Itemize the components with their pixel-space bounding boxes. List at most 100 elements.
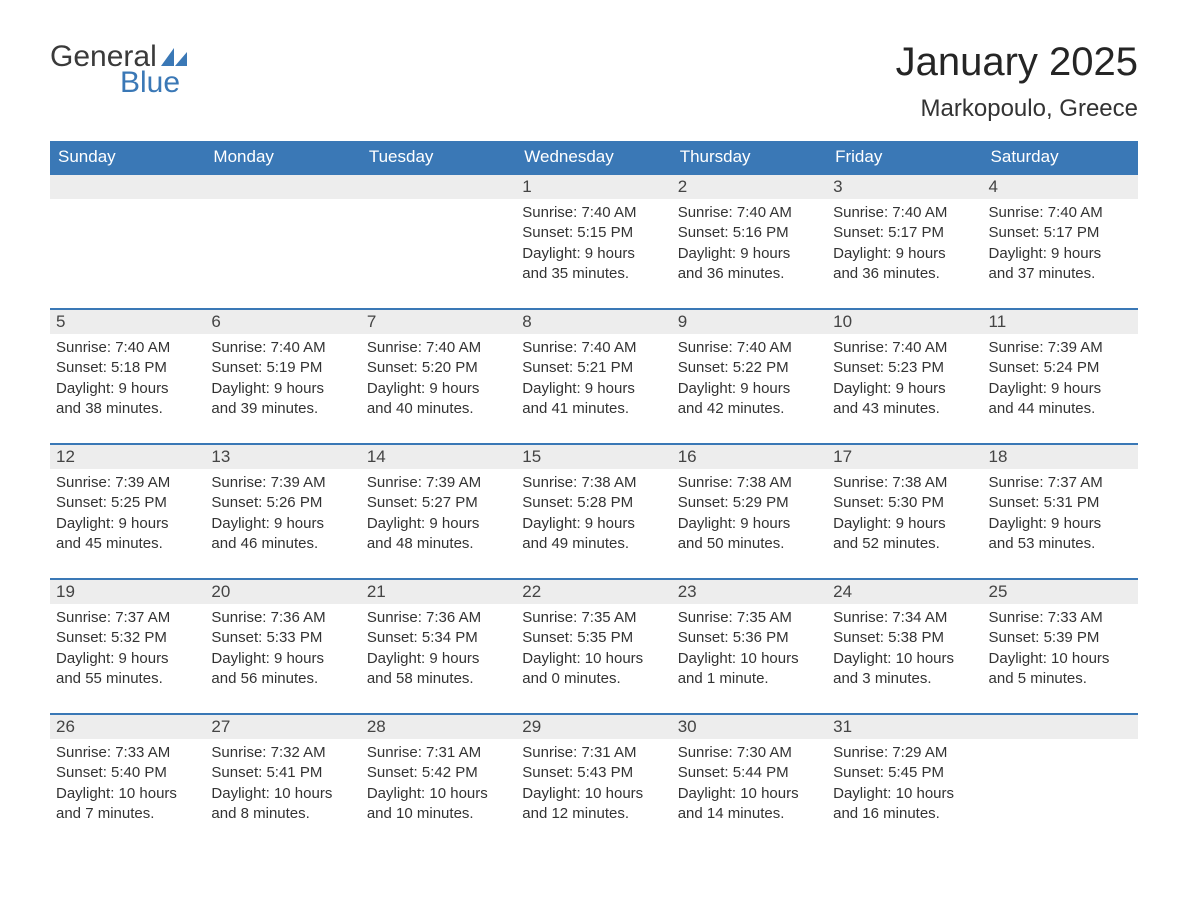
day-details: Sunrise: 7:35 AMSunset: 5:35 PMDaylight:…: [516, 604, 671, 695]
sunrise-text: Sunrise: 7:37 AM: [56, 608, 199, 628]
sunrise-text: Sunrise: 7:34 AM: [833, 608, 976, 628]
daylight-text: Daylight: 10 hours: [367, 784, 510, 804]
calendar-week-row: 26Sunrise: 7:33 AMSunset: 5:40 PMDayligh…: [50, 714, 1138, 849]
month-title: January 2025: [896, 40, 1138, 85]
day-number: 11: [983, 310, 1138, 334]
calendar-day-cell: 28Sunrise: 7:31 AMSunset: 5:42 PMDayligh…: [361, 714, 516, 849]
calendar-day-cell: 26Sunrise: 7:33 AMSunset: 5:40 PMDayligh…: [50, 714, 205, 849]
daylight-text: and 16 minutes.: [833, 804, 976, 824]
daylight-text: Daylight: 10 hours: [678, 784, 821, 804]
day-details: Sunrise: 7:30 AMSunset: 5:44 PMDaylight:…: [672, 739, 827, 830]
sunrise-text: Sunrise: 7:33 AM: [56, 743, 199, 763]
calendar-day-cell: 27Sunrise: 7:32 AMSunset: 5:41 PMDayligh…: [205, 714, 360, 849]
day-number: 10: [827, 310, 982, 334]
sunset-text: Sunset: 5:18 PM: [56, 358, 199, 378]
calendar-day-cell: 1Sunrise: 7:40 AMSunset: 5:15 PMDaylight…: [516, 174, 671, 309]
daylight-text: and 39 minutes.: [211, 399, 354, 419]
calendar-day-cell: 20Sunrise: 7:36 AMSunset: 5:33 PMDayligh…: [205, 579, 360, 714]
day-details: Sunrise: 7:36 AMSunset: 5:33 PMDaylight:…: [205, 604, 360, 695]
daylight-text: Daylight: 9 hours: [522, 379, 665, 399]
day-details: Sunrise: 7:40 AMSunset: 5:17 PMDaylight:…: [827, 199, 982, 290]
daylight-text: and 35 minutes.: [522, 264, 665, 284]
day-number: 6: [205, 310, 360, 334]
daylight-text: and 41 minutes.: [522, 399, 665, 419]
sunrise-text: Sunrise: 7:40 AM: [678, 338, 821, 358]
sunset-text: Sunset: 5:34 PM: [367, 628, 510, 648]
daylight-text: Daylight: 10 hours: [678, 649, 821, 669]
calendar-day-cell: [983, 714, 1138, 849]
sunset-text: Sunset: 5:17 PM: [833, 223, 976, 243]
day-number: 23: [672, 580, 827, 604]
sunset-text: Sunset: 5:23 PM: [833, 358, 976, 378]
sunrise-text: Sunrise: 7:33 AM: [989, 608, 1132, 628]
daylight-text: and 14 minutes.: [678, 804, 821, 824]
sunset-text: Sunset: 5:29 PM: [678, 493, 821, 513]
day-details: Sunrise: 7:36 AMSunset: 5:34 PMDaylight:…: [361, 604, 516, 695]
day-number: 15: [516, 445, 671, 469]
day-details: Sunrise: 7:38 AMSunset: 5:28 PMDaylight:…: [516, 469, 671, 560]
day-details: Sunrise: 7:40 AMSunset: 5:16 PMDaylight:…: [672, 199, 827, 290]
calendar-day-cell: 19Sunrise: 7:37 AMSunset: 5:32 PMDayligh…: [50, 579, 205, 714]
sunrise-text: Sunrise: 7:32 AM: [211, 743, 354, 763]
sunset-text: Sunset: 5:21 PM: [522, 358, 665, 378]
day-number: 27: [205, 715, 360, 739]
day-number: 24: [827, 580, 982, 604]
location-label: Markopoulo, Greece: [896, 95, 1138, 123]
day-details: Sunrise: 7:38 AMSunset: 5:30 PMDaylight:…: [827, 469, 982, 560]
daylight-text: and 58 minutes.: [367, 669, 510, 689]
day-details: Sunrise: 7:35 AMSunset: 5:36 PMDaylight:…: [672, 604, 827, 695]
day-number: 18: [983, 445, 1138, 469]
day-details: Sunrise: 7:38 AMSunset: 5:29 PMDaylight:…: [672, 469, 827, 560]
sunset-text: Sunset: 5:22 PM: [678, 358, 821, 378]
sunrise-text: Sunrise: 7:29 AM: [833, 743, 976, 763]
daylight-text: Daylight: 10 hours: [989, 649, 1132, 669]
daylight-text: Daylight: 9 hours: [211, 649, 354, 669]
calendar-day-cell: [50, 174, 205, 309]
daylight-text: Daylight: 9 hours: [56, 649, 199, 669]
sunset-text: Sunset: 5:28 PM: [522, 493, 665, 513]
day-details: Sunrise: 7:40 AMSunset: 5:19 PMDaylight:…: [205, 334, 360, 425]
calendar-week-row: 5Sunrise: 7:40 AMSunset: 5:18 PMDaylight…: [50, 309, 1138, 444]
day-number: [361, 175, 516, 199]
day-number: 20: [205, 580, 360, 604]
calendar-day-cell: 5Sunrise: 7:40 AMSunset: 5:18 PMDaylight…: [50, 309, 205, 444]
day-number: 28: [361, 715, 516, 739]
weekday-header: Sunday: [50, 141, 205, 174]
day-details: Sunrise: 7:31 AMSunset: 5:43 PMDaylight:…: [516, 739, 671, 830]
day-details: Sunrise: 7:33 AMSunset: 5:40 PMDaylight:…: [50, 739, 205, 830]
daylight-text: and 52 minutes.: [833, 534, 976, 554]
sunrise-text: Sunrise: 7:30 AM: [678, 743, 821, 763]
calendar-day-cell: 18Sunrise: 7:37 AMSunset: 5:31 PMDayligh…: [983, 444, 1138, 579]
day-number: 30: [672, 715, 827, 739]
sunrise-text: Sunrise: 7:40 AM: [833, 203, 976, 223]
daylight-text: and 48 minutes.: [367, 534, 510, 554]
sunrise-text: Sunrise: 7:39 AM: [989, 338, 1132, 358]
sunrise-text: Sunrise: 7:35 AM: [522, 608, 665, 628]
logo-sail-icon: [161, 48, 187, 66]
calendar-week-row: 1Sunrise: 7:40 AMSunset: 5:15 PMDaylight…: [50, 174, 1138, 309]
daylight-text: and 10 minutes.: [367, 804, 510, 824]
daylight-text: Daylight: 10 hours: [56, 784, 199, 804]
day-details: Sunrise: 7:40 AMSunset: 5:21 PMDaylight:…: [516, 334, 671, 425]
daylight-text: and 12 minutes.: [522, 804, 665, 824]
calendar-day-cell: 22Sunrise: 7:35 AMSunset: 5:35 PMDayligh…: [516, 579, 671, 714]
sunset-text: Sunset: 5:17 PM: [989, 223, 1132, 243]
daylight-text: Daylight: 9 hours: [56, 514, 199, 534]
day-number: 21: [361, 580, 516, 604]
sunset-text: Sunset: 5:30 PM: [833, 493, 976, 513]
daylight-text: and 3 minutes.: [833, 669, 976, 689]
sunrise-text: Sunrise: 7:36 AM: [211, 608, 354, 628]
sunset-text: Sunset: 5:25 PM: [56, 493, 199, 513]
calendar-day-cell: 14Sunrise: 7:39 AMSunset: 5:27 PMDayligh…: [361, 444, 516, 579]
day-details: Sunrise: 7:40 AMSunset: 5:15 PMDaylight:…: [516, 199, 671, 290]
calendar-week-row: 12Sunrise: 7:39 AMSunset: 5:25 PMDayligh…: [50, 444, 1138, 579]
sunset-text: Sunset: 5:20 PM: [367, 358, 510, 378]
sunset-text: Sunset: 5:24 PM: [989, 358, 1132, 378]
sunrise-text: Sunrise: 7:40 AM: [56, 338, 199, 358]
sunrise-text: Sunrise: 7:38 AM: [833, 473, 976, 493]
sunrise-text: Sunrise: 7:39 AM: [367, 473, 510, 493]
daylight-text: Daylight: 9 hours: [989, 379, 1132, 399]
calendar-day-cell: 6Sunrise: 7:40 AMSunset: 5:19 PMDaylight…: [205, 309, 360, 444]
daylight-text: and 49 minutes.: [522, 534, 665, 554]
daylight-text: and 1 minute.: [678, 669, 821, 689]
